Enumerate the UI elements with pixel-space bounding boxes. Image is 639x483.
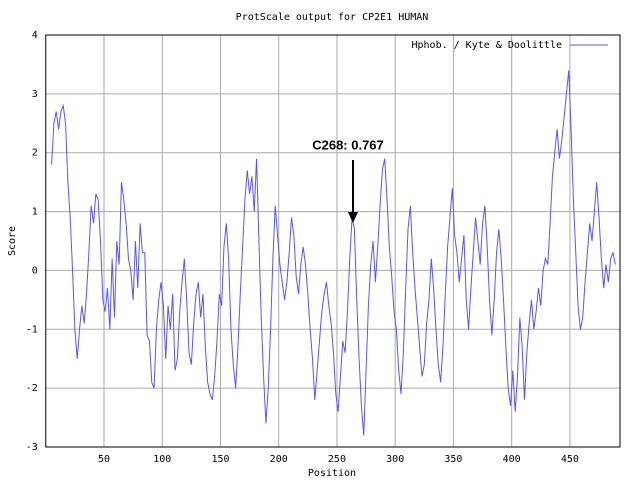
y-tick-label: 0	[32, 265, 38, 276]
y-tick-label: -1	[26, 324, 38, 335]
annotation: C268: 0.767	[312, 137, 384, 152]
plot-border	[45, 34, 621, 448]
x-tick-label: 400	[503, 454, 521, 465]
y-tick-label: -3	[26, 442, 38, 453]
chart-title: ProtScale output for CP2E1 HUMAN	[236, 12, 429, 23]
y-tick-label: 1	[32, 207, 38, 218]
x-tick-label: 50	[98, 454, 110, 465]
legend-label: Hphob. / Kyte & Doolittle	[411, 40, 562, 51]
x-tick-label: 100	[153, 454, 171, 465]
x-tick-label: 200	[270, 454, 288, 465]
x-tick-label: 150	[211, 454, 229, 465]
x-tick-label: 250	[328, 454, 346, 465]
y-tick-label: 2	[32, 148, 38, 159]
data-line	[51, 70, 616, 436]
x-tick-label: 450	[561, 454, 579, 465]
x-tick-label: 300	[386, 454, 404, 465]
x-axis-label: Position	[308, 468, 356, 479]
x-tick-label: 350	[444, 454, 462, 465]
y-axis-label: Score	[7, 226, 18, 256]
arrow-head	[348, 212, 358, 223]
y-tick-label: 4	[32, 30, 38, 41]
y-tick-label: 3	[32, 89, 38, 100]
y-tick-label: -2	[26, 383, 38, 394]
